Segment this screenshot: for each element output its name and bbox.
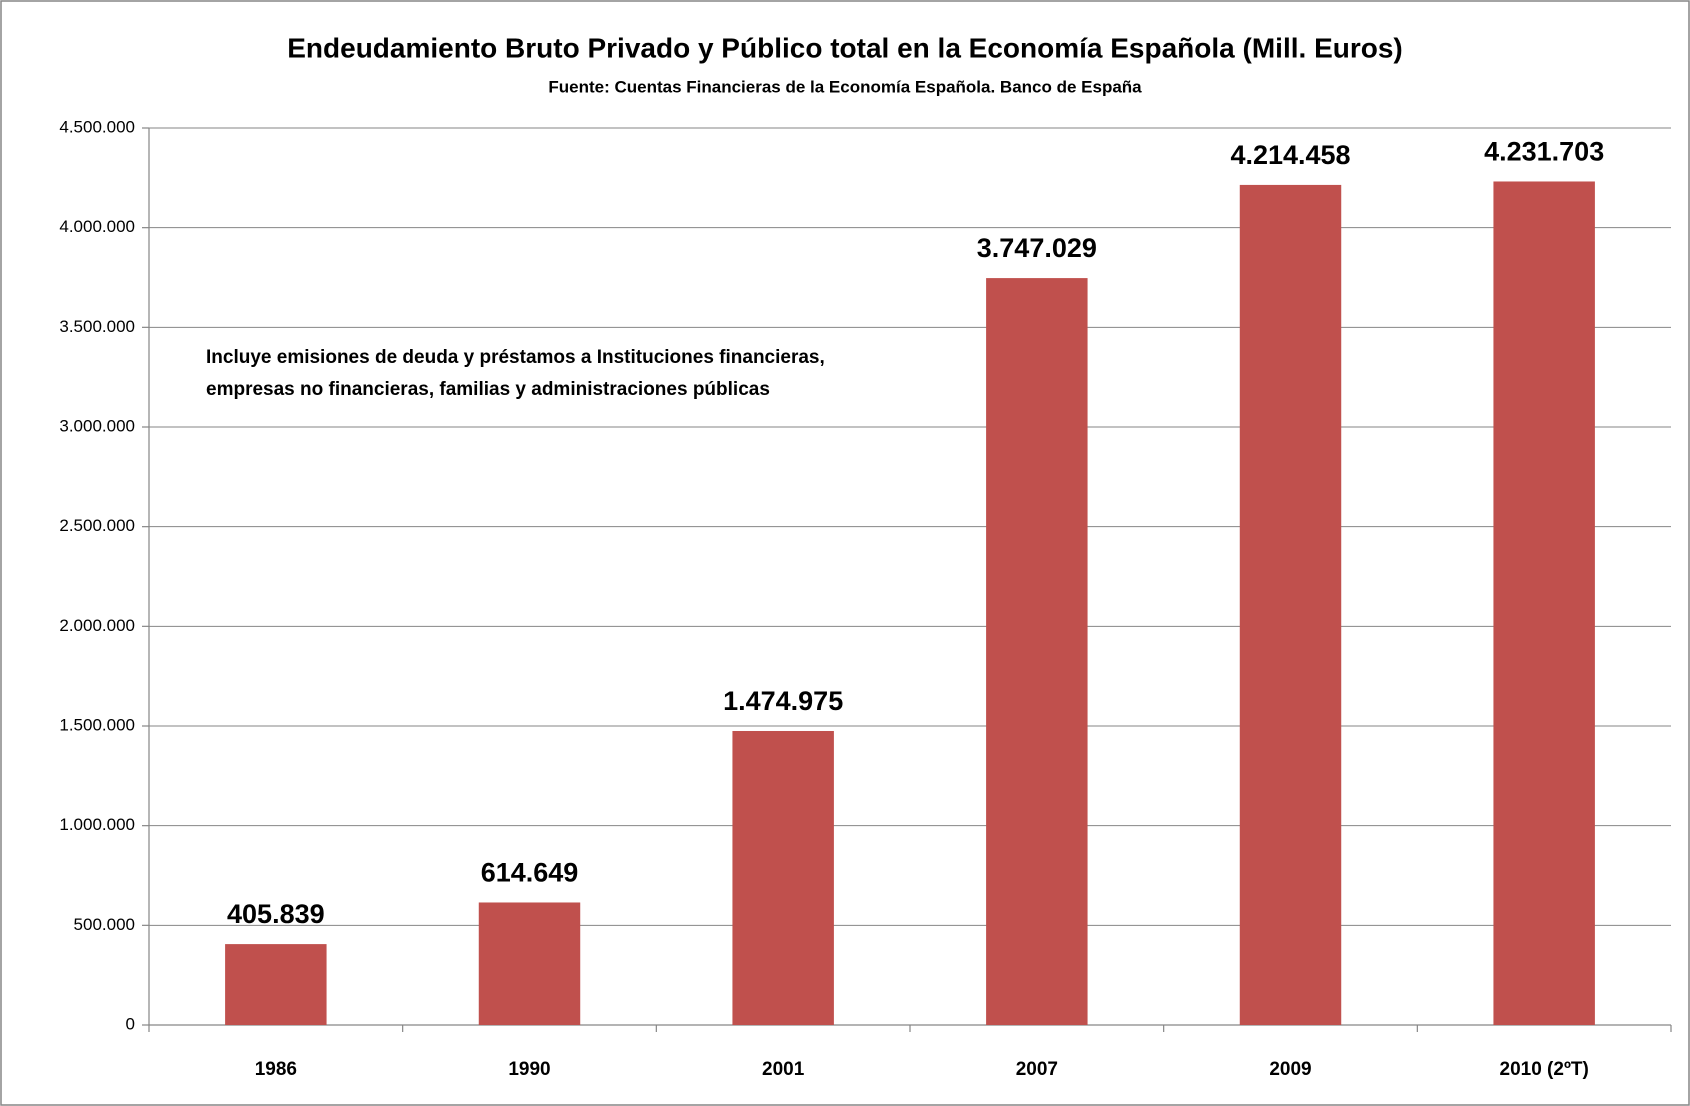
annotation: Incluye emisiones de deuda y préstamos a… <box>206 347 825 368</box>
x-tick-label: 2001 <box>762 1059 805 1080</box>
value-label: 4.231.703 <box>1484 137 1604 167</box>
y-tick-label: 1.500.000 <box>59 715 135 734</box>
x-tick-label: 2010 (2ºT) <box>1500 1059 1589 1080</box>
chart-title: Endeudamiento Bruto Privado y Público to… <box>287 32 1403 63</box>
y-tick-label: 4.000.000 <box>59 217 135 236</box>
x-tick-label: 1986 <box>255 1059 297 1080</box>
y-tick-label: 1.000.000 <box>59 815 135 834</box>
value-label: 1.474.975 <box>723 686 843 716</box>
value-label: 3.747.029 <box>977 233 1097 263</box>
bar <box>1493 181 1595 1025</box>
bar <box>478 902 581 1025</box>
y-tick-label: 4.500.000 <box>59 117 135 136</box>
x-tick-label: 2007 <box>1016 1059 1058 1080</box>
y-tick-label: 3.000.000 <box>59 416 135 435</box>
value-label: 614.649 <box>481 858 579 888</box>
value-label: 4.214.458 <box>1230 140 1350 170</box>
y-tick-label: 2.500.000 <box>59 516 135 535</box>
value-label: 405.839 <box>227 899 325 929</box>
chart-subtitle: Fuente: Cuentas Financieras de la Econom… <box>548 77 1142 96</box>
y-tick-label: 0 <box>126 1014 135 1033</box>
x-tick-label: 2009 <box>1269 1059 1311 1080</box>
annotation: empresas no financieras, familias y admi… <box>206 379 770 400</box>
y-tick-label: 2.000.000 <box>59 616 135 635</box>
y-tick-label: 3.500.000 <box>59 317 135 336</box>
bar <box>732 730 834 1025</box>
bar <box>225 944 327 1025</box>
y-tick-label: 500.000 <box>74 915 135 934</box>
bar <box>986 278 1088 1025</box>
x-tick-label: 1990 <box>508 1059 550 1080</box>
bar <box>1239 184 1342 1026</box>
